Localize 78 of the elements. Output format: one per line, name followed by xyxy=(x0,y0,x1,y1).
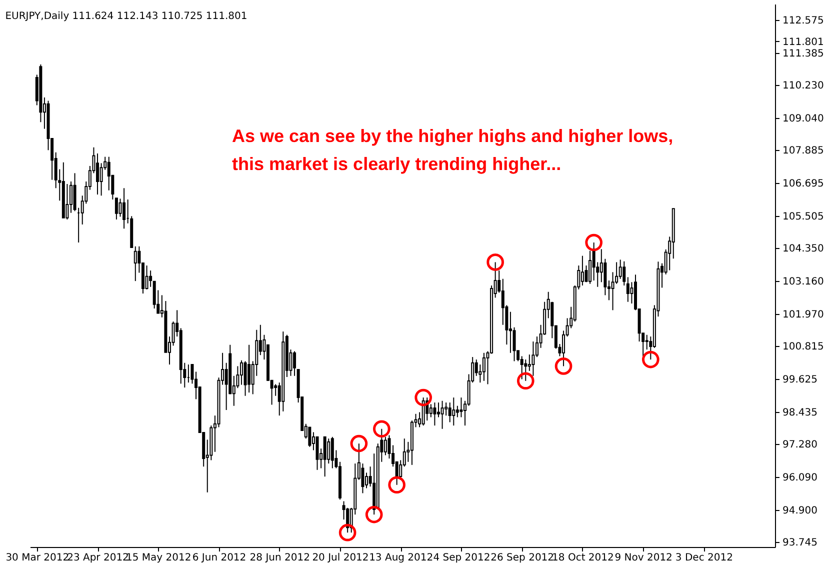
y-tick-label: 101.970 xyxy=(782,310,824,321)
candlestick xyxy=(422,397,425,426)
candlestick xyxy=(384,436,387,456)
candlestick xyxy=(323,436,326,478)
candlestick xyxy=(626,276,630,302)
x-tick-label: 9 Nov 2012 xyxy=(614,552,672,564)
candlestick xyxy=(316,436,319,470)
x-tick-label: 3 Dec 2012 xyxy=(675,552,733,564)
y-tick-label: 110.230 xyxy=(782,80,824,92)
candlestick xyxy=(66,183,69,220)
x-tick-label: 26 Sep 2012 xyxy=(490,552,554,564)
candlestick xyxy=(114,198,118,220)
candlestick xyxy=(327,438,330,464)
point xyxy=(486,254,504,271)
y-tick-label: 96.090 xyxy=(782,472,818,484)
candlestick xyxy=(482,352,486,382)
candlestick xyxy=(118,198,122,218)
point xyxy=(365,506,383,524)
x-tick-label: 18 Oct 2012 xyxy=(552,552,614,564)
y-tick-label: 106.695 xyxy=(782,178,824,190)
annotation: As we can see by the higher highs and higher lows, this market is clearly trending higher... xyxy=(232,126,674,174)
candlestick xyxy=(308,426,312,448)
candlestick xyxy=(622,260,626,286)
candlestick xyxy=(452,397,456,426)
candlestick xyxy=(149,270,152,288)
x-tick-label: 15 May 2012 xyxy=(126,552,192,564)
candlestick xyxy=(440,400,444,430)
point xyxy=(585,234,602,252)
point xyxy=(414,388,432,406)
x-tick-label: 30 Mar 2012 xyxy=(6,552,70,564)
y-tick-label: 105.505 xyxy=(782,212,824,223)
y-tick-label: 112.575 xyxy=(782,15,824,26)
candlestick xyxy=(580,255,584,286)
y-tick-label: 94.900 xyxy=(782,506,818,517)
candlestick xyxy=(588,250,592,284)
candlestick xyxy=(145,265,148,290)
candlestick xyxy=(190,364,194,384)
candlestick xyxy=(532,341,535,376)
x-tick-label: 4 Sep 2012 xyxy=(433,552,490,564)
y-tick-label: 107.885 xyxy=(782,146,824,157)
y-tick-label: 111.801 xyxy=(782,36,824,48)
candlestick xyxy=(122,188,126,230)
candlestick xyxy=(134,246,137,282)
y-tick-label: 111.385 xyxy=(782,48,824,60)
point xyxy=(372,420,390,438)
x-tick-label: 23 Apr 2012 xyxy=(67,552,129,564)
candlestick xyxy=(96,152,100,196)
candlestick xyxy=(618,259,622,280)
point xyxy=(516,372,534,390)
x-tick-label: 28 Jun 2012 xyxy=(250,552,310,564)
y-tick-label: 104.350 xyxy=(782,244,824,255)
point xyxy=(350,434,368,452)
candlestick xyxy=(460,397,463,418)
text: EURJPY,Daily 111.624 112.143 110.725 111.801 xyxy=(5,11,248,22)
y-tick-label: 93.745 xyxy=(782,538,818,549)
x-tick-label: 20 Jul 2012 xyxy=(312,552,369,564)
point xyxy=(642,350,660,368)
candlestick xyxy=(429,404,432,418)
point xyxy=(388,476,406,494)
y-tick-label: 97.280 xyxy=(782,440,818,451)
y-tick-label: 99.625 xyxy=(782,374,818,386)
candlestick xyxy=(433,402,436,426)
y-tick-label: 100.815 xyxy=(782,342,824,353)
x-tick-label: 13 Aug 2012 xyxy=(369,552,434,564)
candlestick xyxy=(512,326,516,362)
y-tick-label: 109.040 xyxy=(782,113,824,124)
candlestick xyxy=(240,360,243,386)
y-tick-label: 98.435 xyxy=(782,408,818,419)
candlestick xyxy=(248,344,251,394)
candlestick xyxy=(330,436,334,469)
point xyxy=(554,358,572,375)
x-tick-label: 6 Jun 2012 xyxy=(192,552,246,564)
y-tick-label: 103.160 xyxy=(782,276,824,288)
candlestick xyxy=(436,402,440,418)
candlestick xyxy=(524,359,528,382)
candlestick xyxy=(107,156,110,191)
point xyxy=(338,524,356,542)
candlestick xyxy=(293,350,296,376)
